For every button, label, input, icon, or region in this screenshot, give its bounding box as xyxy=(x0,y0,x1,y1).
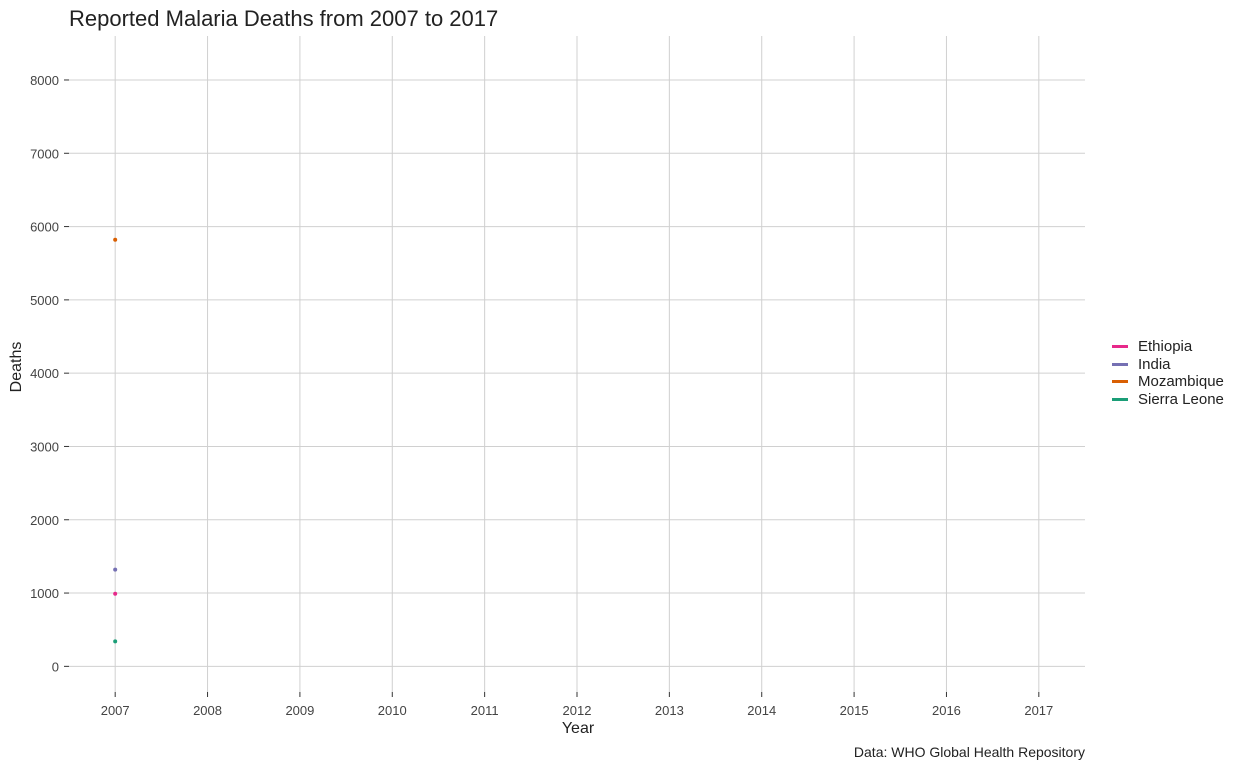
y-tick-label-5000: 5000 xyxy=(30,293,59,308)
y-tick-label-1000: 1000 xyxy=(30,586,59,601)
legend-item-india: India xyxy=(1112,356,1224,374)
x-tick-label-2014: 2014 xyxy=(747,703,776,718)
y-axis-label: Deaths xyxy=(8,341,25,393)
legend-item-mozambique: Mozambique xyxy=(1112,373,1224,391)
x-tick-label-2015: 2015 xyxy=(840,703,869,718)
data-point-mozambique-2007 xyxy=(113,237,118,242)
legend-label-ethiopia: Ethiopia xyxy=(1138,338,1193,356)
data-marks xyxy=(113,237,118,644)
y-tick-label-6000: 6000 xyxy=(30,220,59,235)
data-point-india-2007 xyxy=(113,567,118,572)
x-axis-label: Year xyxy=(561,720,595,737)
chart-title: Reported Malaria Deaths from 2007 to 201… xyxy=(69,6,499,31)
y-tick-label-0: 0 xyxy=(52,659,59,674)
legend-key-sierra-leone xyxy=(1112,397,1128,401)
x-axis-ticks: 2007 2008 2009 2010 2011 2012 2013 2014 2015 2016… xyxy=(101,692,1053,718)
legend-label-mozambique: Mozambique xyxy=(1138,373,1224,391)
y-axis-ticks: 0 1000 2000 3000 4000 5000 6000 7000 8000 xyxy=(30,73,69,674)
legend: Ethiopia India Mozambique Sierra Leone xyxy=(1112,338,1224,408)
grid-lines xyxy=(69,36,1085,692)
x-tick-label-2008: 2008 xyxy=(193,703,222,718)
y-tick-label-2000: 2000 xyxy=(30,513,59,528)
data-point-sierra-leone-2007 xyxy=(113,639,118,644)
chart-caption: Data: WHO Global Health Repository xyxy=(853,744,1085,760)
legend-label-sierra-leone: Sierra Leone xyxy=(1138,390,1224,408)
y-tick-label-4000: 4000 xyxy=(30,366,59,381)
x-tick-label-2009: 2009 xyxy=(285,703,314,718)
y-tick-label-3000: 3000 xyxy=(30,439,59,454)
x-tick-label-2007: 2007 xyxy=(101,703,130,718)
x-tick-label-2010: 2010 xyxy=(378,703,407,718)
legend-key-ethiopia xyxy=(1112,345,1128,349)
legend-label-india: India xyxy=(1138,355,1171,373)
x-tick-label-2013: 2013 xyxy=(655,703,684,718)
x-tick-label-2011: 2011 xyxy=(471,703,499,718)
data-point-ethiopia-2007 xyxy=(113,591,118,596)
legend-item-ethiopia: Ethiopia xyxy=(1112,338,1224,356)
x-tick-label-2016: 2016 xyxy=(932,703,961,718)
legend-item-sierra-leone: Sierra Leone xyxy=(1112,391,1224,409)
x-tick-label-2012: 2012 xyxy=(563,703,592,718)
y-tick-label-7000: 7000 xyxy=(30,146,59,161)
y-tick-label-8000: 8000 xyxy=(30,73,59,88)
legend-key-mozambique xyxy=(1112,380,1128,384)
x-tick-label-2017: 2017 xyxy=(1024,703,1053,718)
legend-key-india xyxy=(1112,362,1128,366)
